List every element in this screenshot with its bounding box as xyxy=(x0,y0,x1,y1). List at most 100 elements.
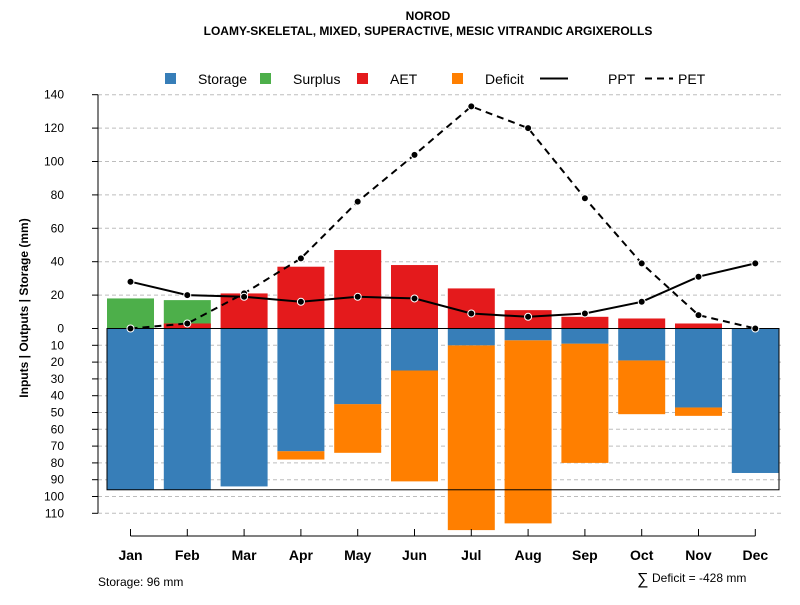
x-tick-label: Oct xyxy=(630,547,654,563)
y-tick-label: 120 xyxy=(44,121,64,135)
x-tick-label: Apr xyxy=(289,547,314,563)
y-tick-label: 20 xyxy=(51,355,65,369)
pet-point xyxy=(524,124,533,133)
y-tick-label: 100 xyxy=(44,490,64,504)
legend-label: PPT xyxy=(608,71,636,87)
legend-swatch xyxy=(260,73,271,84)
x-tick-label: Jun xyxy=(402,547,427,563)
pet-point xyxy=(296,254,305,263)
ppt-point xyxy=(240,292,249,301)
ppt-point xyxy=(410,294,419,303)
storage-bar xyxy=(561,328,609,344)
y-tick-label: 140 xyxy=(44,88,64,102)
ppt-point xyxy=(524,312,533,321)
ppt-point xyxy=(126,277,135,286)
storage-bar xyxy=(447,328,495,346)
y-axis-label: Inputs | Outputs | Storage (mm) xyxy=(17,218,31,397)
chart-title: NOROD xyxy=(406,9,451,23)
x-tick-label: Sep xyxy=(572,547,598,563)
x-tick-label: Nov xyxy=(685,547,712,563)
y-axis: 0 20 40 60 80 100 120 140 10 20 30 40 50 60 70 80 90 100 1… xyxy=(44,88,99,520)
aet-bar xyxy=(561,316,609,329)
legend-label: Surplus xyxy=(293,71,340,87)
y-tick-label: 90 xyxy=(51,473,65,487)
ppt-point xyxy=(353,292,362,301)
aet-bar xyxy=(675,323,722,329)
y-tick-label: 110 xyxy=(45,506,64,520)
pet-point xyxy=(353,197,362,206)
series-lines xyxy=(126,102,760,333)
footer-deficit: Deficit = -428 mm xyxy=(652,571,746,585)
x-tick-label: Jul xyxy=(461,547,481,563)
storage-bar xyxy=(163,328,211,490)
y-tick-label: 30 xyxy=(51,372,65,386)
y-tick-label: 40 xyxy=(51,389,65,403)
deficit-bar xyxy=(675,407,722,416)
legend-label: Storage xyxy=(198,71,247,87)
x-tick-label: Feb xyxy=(175,547,200,563)
deficit-bar xyxy=(561,343,609,463)
pet-point xyxy=(183,319,192,328)
y-tick-label: 70 xyxy=(51,439,65,453)
y-tick-label: 100 xyxy=(44,155,64,169)
ppt-point xyxy=(296,297,305,306)
aet-bar xyxy=(618,318,666,329)
bars xyxy=(106,250,780,531)
aet-bar xyxy=(334,250,382,329)
storage-bar xyxy=(391,328,438,371)
pet-point xyxy=(467,102,476,111)
x-tick-label: Jan xyxy=(118,547,142,563)
pet-point xyxy=(410,150,419,159)
ppt-line xyxy=(130,262,756,318)
pet-point xyxy=(580,194,589,203)
ppt-point xyxy=(467,309,476,318)
legend: Storage Surplus AET Deficit PPT PET xyxy=(165,71,706,87)
pet-point xyxy=(751,324,760,333)
storage-bar xyxy=(618,328,666,361)
y-tick-label: 60 xyxy=(51,221,65,235)
storage-bar xyxy=(675,328,722,408)
surplus-bar xyxy=(107,298,154,329)
y-tick-label: 20 xyxy=(51,288,65,302)
y-tick-label: 40 xyxy=(51,255,65,269)
pet-point xyxy=(637,259,646,268)
x-tick-label: Mar xyxy=(232,547,257,563)
y-tick-label: 10 xyxy=(51,338,65,352)
gridlines xyxy=(98,94,782,514)
x-tick-label: Dec xyxy=(742,547,768,563)
deficit-bar xyxy=(277,451,325,460)
ppt-point xyxy=(694,272,703,281)
legend-swatch xyxy=(452,73,463,84)
y-tick-label: 80 xyxy=(51,456,65,470)
deficit-bar xyxy=(334,404,382,453)
storage-bar xyxy=(107,328,154,490)
y-tick-label: 50 xyxy=(51,406,65,420)
legend-swatch xyxy=(165,73,176,84)
deficit-bar xyxy=(447,345,495,531)
chart-subtitle: LOAMY-SKELETAL, MIXED, SUPERACTIVE, MESI… xyxy=(204,24,653,38)
storage-bar xyxy=(334,328,382,405)
deficit-bar xyxy=(504,340,552,524)
ppt-point xyxy=(637,297,646,306)
storage-bar xyxy=(504,328,552,341)
storage-bar xyxy=(277,328,325,452)
ppt-point xyxy=(580,309,589,318)
legend-label: Deficit xyxy=(485,71,524,87)
y-tick-label: 60 xyxy=(51,422,65,436)
x-tick-label: Aug xyxy=(514,547,541,563)
pet-point xyxy=(694,311,703,320)
legend-swatch xyxy=(357,73,368,84)
storage-bar xyxy=(220,328,268,487)
storage-bar xyxy=(731,328,779,473)
x-axis: Jan Feb Mar Apr May Jun Jul Aug Sep Oct Nov Dec xyxy=(118,529,768,563)
y-tick-label: 0 xyxy=(57,322,64,336)
legend-label: PET xyxy=(678,71,706,87)
ppt-point xyxy=(183,291,192,300)
y-tick-label: 80 xyxy=(51,188,65,202)
ppt-point xyxy=(751,259,760,268)
deficit-bar xyxy=(618,360,666,415)
pet-line xyxy=(130,105,756,330)
footer-sum-symbol: ∑ xyxy=(637,571,648,588)
